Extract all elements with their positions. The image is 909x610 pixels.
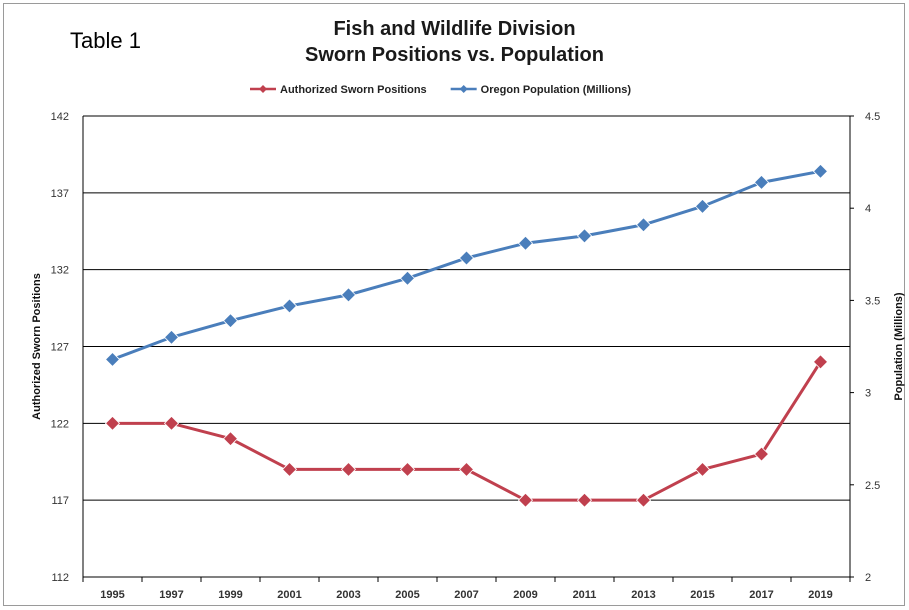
series-1-point [222, 431, 239, 447]
series-2-point [635, 217, 652, 233]
series-2-point [163, 329, 180, 345]
chart-subtitle: Sworn Positions vs. Population [305, 44, 604, 66]
series-1-point [635, 492, 652, 508]
series-1-point [576, 492, 593, 508]
series-1-point [399, 461, 416, 477]
legend-marker-2 [459, 85, 468, 93]
y2-tick-label: 2 [865, 572, 871, 584]
x-tick-label: 1999 [218, 589, 242, 601]
x-tick-label: 2007 [454, 589, 478, 601]
series-2-point [812, 163, 829, 179]
series-1-point [812, 354, 829, 370]
x-tick-label: 2015 [690, 589, 714, 601]
y2-axis-title: Population (Millions) [893, 292, 905, 400]
x-tick-label: 2011 [573, 589, 597, 601]
x-tick-label: 2019 [808, 589, 832, 601]
x-tick-label: 2017 [749, 589, 773, 601]
series-2-point [517, 235, 534, 251]
chart-frame [3, 3, 905, 606]
series-1-point [104, 415, 121, 431]
y-tick-label: 132 [51, 265, 69, 277]
x-tick-label: 2009 [513, 589, 537, 601]
x-tick-label: 1995 [100, 589, 124, 601]
y2-tick-label: 3 [865, 388, 871, 400]
series-line-1 [112, 361, 822, 502]
chart-title: Fish and Wildlife Division [333, 18, 576, 40]
y2-tick-label: 2.5 [865, 480, 880, 492]
series-2-point [399, 270, 416, 286]
y2-tick-label: 4 [865, 203, 871, 215]
series-1-point [753, 446, 770, 462]
series-2-point [104, 351, 121, 367]
x-tick-label: 2003 [336, 589, 360, 601]
y-tick-label: 142 [51, 111, 69, 123]
series-1-point [281, 461, 298, 477]
y-tick-label: 137 [51, 188, 69, 200]
legend-label-1: Authorized Sworn Positions [280, 84, 427, 96]
series-1-point [163, 415, 180, 431]
series-2-point [222, 313, 239, 329]
x-tick-label: 2001 [277, 589, 301, 601]
y-axis-title: Authorized Sworn Positions [31, 273, 43, 420]
x-tick-label: 2013 [631, 589, 655, 601]
series-1-point [340, 461, 357, 477]
series-2-point [281, 298, 298, 314]
series-1-point [517, 492, 534, 508]
series-2-point [458, 250, 475, 266]
series-1-point [458, 461, 475, 477]
series-1-point [694, 461, 711, 477]
y-tick-label: 112 [51, 572, 69, 584]
series-2-point [576, 228, 593, 244]
y-tick-label: 122 [51, 418, 69, 430]
x-tick-label: 2005 [395, 589, 419, 601]
x-tick-label: 1997 [159, 589, 183, 601]
y2-tick-label: 4.5 [865, 111, 880, 123]
series-2-point [694, 198, 711, 214]
legend-label-2: Oregon Population (Millions) [481, 84, 632, 96]
y-tick-label: 127 [51, 342, 69, 354]
legend-marker-1 [259, 85, 267, 93]
y2-tick-label: 3.5 [865, 295, 880, 307]
series-2-point [340, 287, 357, 303]
y-tick-label: 117 [51, 495, 69, 507]
table-label: Table 1 [70, 28, 141, 53]
series-2-point [753, 174, 770, 190]
